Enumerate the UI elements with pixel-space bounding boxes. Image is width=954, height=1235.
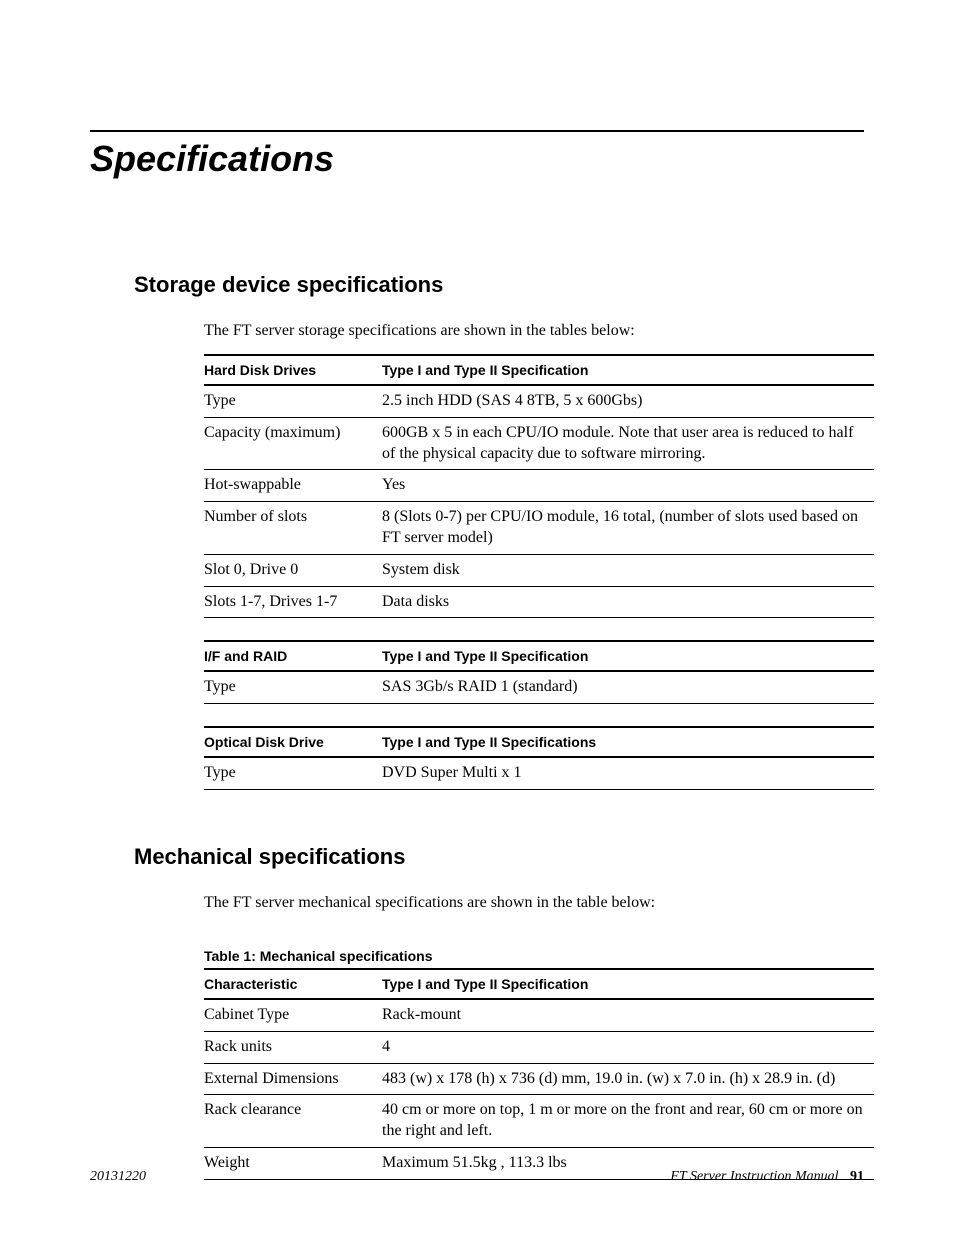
table-hdd-header-col2: Type I and Type II Specification (382, 355, 874, 385)
table-cell-label: Type (204, 385, 382, 417)
footer-doc-title: FT Server Instruction Manual 91 (670, 1169, 864, 1185)
table-row: Capacity (maximum)600GB x 5 in each CPU/… (204, 417, 874, 470)
table-cell-value: System disk (382, 554, 874, 586)
table-cell-value: 600GB x 5 in each CPU/IO module. Note th… (382, 417, 874, 470)
table-hdd: Hard Disk Drives Type I and Type II Spec… (204, 354, 874, 618)
section-storage-title: Storage device specifications (134, 272, 864, 298)
table-row: Number of slots8 (Slots 0-7) per CPU/IO … (204, 502, 874, 555)
table-row: External Dimensions483 (w) x 178 (h) x 7… (204, 1063, 874, 1095)
table-cell-label: Slot 0, Drive 0 (204, 554, 382, 586)
table-row: Slot 0, Drive 0System disk (204, 554, 874, 586)
section-storage-intro: The FT server storage specifications are… (204, 322, 864, 340)
table-hdd-header-col1: Hard Disk Drives (204, 355, 382, 385)
table-row: Cabinet TypeRack-mount (204, 999, 874, 1031)
table-mech-header-col1: Characteristic (204, 969, 382, 999)
table-if-header-col2: Type I and Type II Specification (382, 641, 874, 671)
table-cell-label: Rack clearance (204, 1095, 382, 1148)
table-row: Type2.5 inch HDD (SAS 4 8TB, 5 x 600Gbs) (204, 385, 874, 417)
page: Specifications Storage device specificat… (0, 0, 954, 1235)
table-cell-label: External Dimensions (204, 1063, 382, 1095)
footer-page-number: 91 (850, 1169, 864, 1184)
table-cell-value: Yes (382, 470, 874, 502)
table-opt-header-col1: Optical Disk Drive (204, 727, 382, 757)
top-rule (90, 130, 864, 132)
chapter-title: Specifications (90, 138, 864, 180)
table-cell-label: Type (204, 671, 382, 703)
table-mech-caption: Table 1: Mechanical specifications (204, 948, 864, 964)
table-cell-value: 40 cm or more on top, 1 m or more on the… (382, 1095, 874, 1148)
table-row: Hot-swappableYes (204, 470, 874, 502)
table-row: Rack units4 (204, 1031, 874, 1063)
table-cell-value: 2.5 inch HDD (SAS 4 8TB, 5 x 600Gbs) (382, 385, 874, 417)
footer-date: 20131220 (90, 1169, 146, 1185)
section-mech-title: Mechanical specifications (134, 844, 864, 870)
table-cell-label: Hot-swappable (204, 470, 382, 502)
table-if-header-col1: I/F and RAID (204, 641, 382, 671)
section-mech-intro: The FT server mechanical specifications … (204, 894, 864, 912)
table-cell-label: Type (204, 757, 382, 789)
table-row: Slots 1-7, Drives 1-7Data disks (204, 586, 874, 618)
table-cell-value: Rack-mount (382, 999, 874, 1031)
table-cell-value: 483 (w) x 178 (h) x 736 (d) mm, 19.0 in.… (382, 1063, 874, 1095)
table-opt-header-col2: Type I and Type II Specifications (382, 727, 874, 757)
footer-doc-label: FT Server Instruction Manual (670, 1169, 838, 1184)
table-optical: Optical Disk Drive Type I and Type II Sp… (204, 726, 874, 790)
table-cell-label: Slots 1-7, Drives 1-7 (204, 586, 382, 618)
table-cell-label: Cabinet Type (204, 999, 382, 1031)
table-if-raid: I/F and RAID Type I and Type II Specific… (204, 640, 874, 704)
table-cell-value: 4 (382, 1031, 874, 1063)
table-mech-header-col2: Type I and Type II Specification (382, 969, 874, 999)
table-cell-label: Number of slots (204, 502, 382, 555)
table-row: TypeSAS 3Gb/s RAID 1 (standard) (204, 671, 874, 703)
table-mech: Characteristic Type I and Type II Specif… (204, 968, 874, 1180)
table-cell-value: Data disks (382, 586, 874, 618)
page-footer: 20131220 FT Server Instruction Manual 91 (90, 1169, 864, 1185)
table-cell-value: DVD Super Multi x 1 (382, 757, 874, 789)
table-cell-value: 8 (Slots 0-7) per CPU/IO module, 16 tota… (382, 502, 874, 555)
table-cell-value: SAS 3Gb/s RAID 1 (standard) (382, 671, 874, 703)
table-row: Rack clearance40 cm or more on top, 1 m … (204, 1095, 874, 1148)
table-row: TypeDVD Super Multi x 1 (204, 757, 874, 789)
table-cell-label: Capacity (maximum) (204, 417, 382, 470)
table-cell-label: Rack units (204, 1031, 382, 1063)
